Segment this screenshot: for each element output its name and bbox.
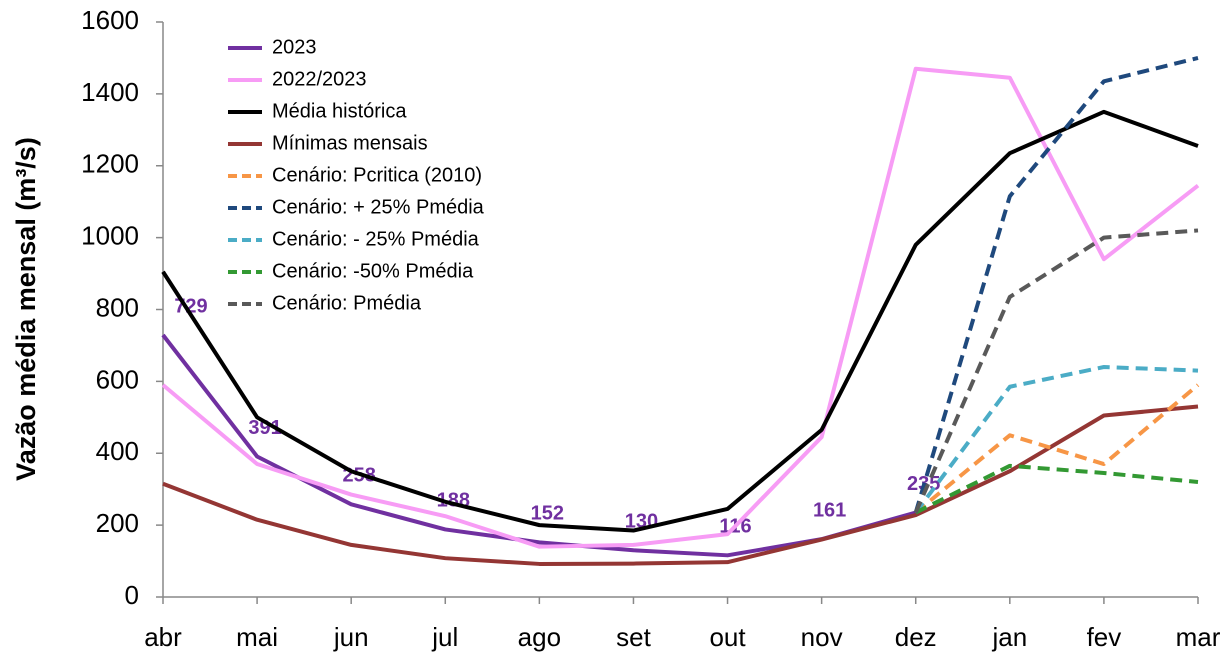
y-tick-label: 1200 xyxy=(81,149,139,179)
x-tick-label: jun xyxy=(333,622,369,652)
y-tick-label: 1000 xyxy=(81,221,139,251)
legend-label: Média histórica xyxy=(272,100,407,122)
x-tick-label: nov xyxy=(801,622,843,652)
y-tick-label: 200 xyxy=(96,508,139,538)
y-tick-label: 400 xyxy=(96,436,139,466)
series-line xyxy=(914,383,1200,515)
x-tick-label: abr xyxy=(144,622,182,652)
x-tick-label: fev xyxy=(1087,622,1122,652)
legend-label: 2022/2023 xyxy=(272,68,367,90)
series-line xyxy=(162,404,1199,566)
legend-label: Cenário: + 25% Pmédia xyxy=(272,196,485,218)
y-tick-label: 0 xyxy=(125,580,139,610)
y-tick-label: 800 xyxy=(96,292,139,322)
legend-label: Cenário: - 25% Pmédia xyxy=(272,228,480,250)
x-tick-label: dez xyxy=(895,622,937,652)
legend-label: Cenário: -50% Pmédia xyxy=(272,260,474,282)
data-label: 391 xyxy=(248,417,281,439)
legend-label: Cenário: Pcritica (2010) xyxy=(272,164,482,186)
x-tick-label: set xyxy=(616,622,651,652)
legend-label: 2023 xyxy=(272,36,317,58)
x-tick-label: jan xyxy=(991,622,1027,652)
y-tick-label: 1400 xyxy=(81,77,139,107)
x-tick-label: jul xyxy=(431,622,458,652)
x-tick-label: ago xyxy=(518,622,561,652)
y-tick-label: 1600 xyxy=(81,5,139,35)
y-tick-label: 600 xyxy=(96,364,139,394)
series-line xyxy=(914,365,1199,514)
series-line xyxy=(913,55,1199,514)
x-tick-label: mar xyxy=(1176,622,1221,652)
y-axis-label: Vazão média mensal (m³/s) xyxy=(11,137,41,481)
series-line xyxy=(161,66,1200,549)
x-tick-label: out xyxy=(709,622,746,652)
series-line xyxy=(914,463,1199,515)
data-label: 152 xyxy=(531,503,564,525)
x-tick-label: mai xyxy=(236,622,278,652)
legend-label: Mínimas mensais xyxy=(272,132,428,154)
data-label: 161 xyxy=(813,499,846,521)
series-line xyxy=(161,109,1199,533)
series-line xyxy=(913,228,1199,514)
legend-label: Cenário: Pmédia xyxy=(272,292,422,314)
